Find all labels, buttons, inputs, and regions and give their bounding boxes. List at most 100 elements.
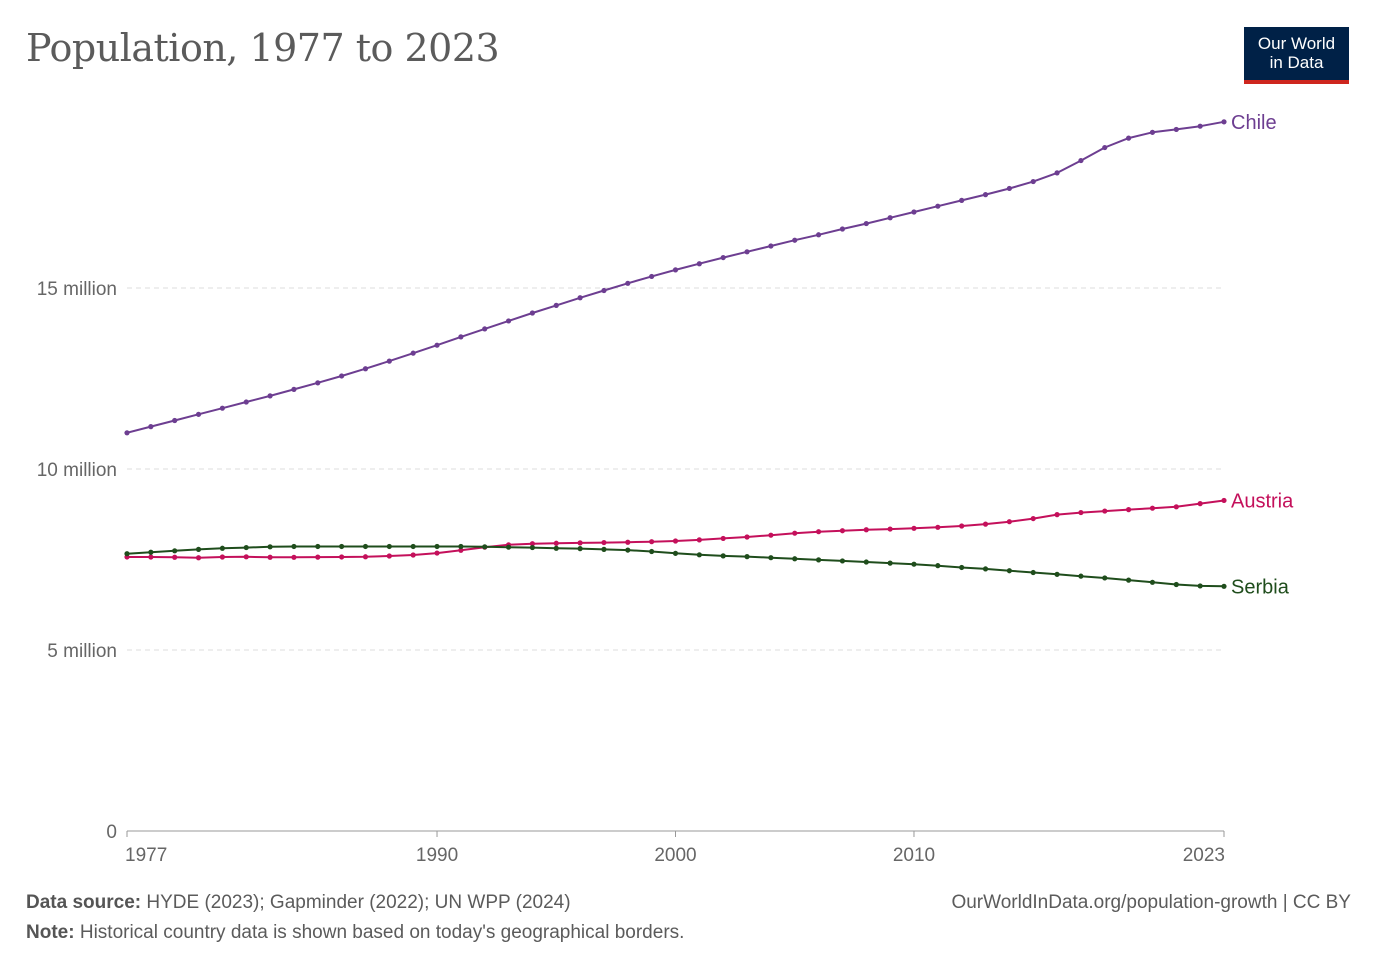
series-label-serbia[interactable]: Serbia (1231, 576, 1290, 598)
point-chile (148, 424, 154, 430)
series-austria[interactable] (124, 497, 1227, 561)
point-austria (1102, 508, 1108, 514)
note-text: Historical country data is shown based o… (79, 922, 685, 943)
point-chile (529, 310, 536, 316)
point-serbia (267, 544, 273, 550)
point-serbia (1006, 568, 1012, 574)
point-chile (744, 249, 750, 255)
point-serbia (1126, 577, 1132, 583)
point-austria (458, 547, 464, 553)
point-chile (935, 203, 941, 209)
source-url-link[interactable]: OurWorldInData.org/population-growth | C… (951, 892, 1351, 913)
point-austria (1173, 504, 1179, 510)
point-serbia (601, 546, 607, 552)
point-chile (124, 430, 130, 436)
point-serbia (339, 543, 345, 550)
data-source-label: Data source: (26, 892, 142, 913)
logo-line-1: Our World (1257, 34, 1336, 53)
owid-logo[interactable]: Our World in Data (1244, 27, 1349, 84)
y-axis-ticks: 0 5 million 10 million 15 million (37, 279, 117, 843)
point-chile (553, 302, 559, 308)
point-chile (434, 342, 440, 348)
series-chile[interactable] (124, 119, 1227, 436)
point-chile (267, 393, 273, 399)
point-serbia (744, 554, 750, 560)
point-austria (339, 554, 345, 560)
point-austria (672, 538, 679, 544)
x-axis: 1977 1990 2000 2010 2023 (125, 830, 1225, 866)
point-serbia (863, 559, 869, 565)
point-austria (1006, 519, 1012, 525)
point-austria (1149, 505, 1156, 511)
point-serbia (124, 551, 130, 557)
point-serbia (410, 543, 416, 550)
line-austria (127, 499, 1225, 559)
point-chile (1078, 157, 1084, 164)
point-austria (243, 554, 249, 560)
point-austria (959, 523, 965, 529)
logo-line-2: in Data (1269, 53, 1324, 72)
x-tick-label: 2023 (1183, 845, 1225, 866)
point-chile (1149, 129, 1156, 135)
chart-title: Population, 1977 to 2023 (26, 26, 500, 70)
point-austria (219, 554, 225, 560)
gridlines (127, 287, 1224, 651)
point-serbia (839, 558, 846, 564)
point-chile (720, 254, 726, 261)
point-chile (362, 366, 369, 372)
point-chile (696, 261, 702, 267)
point-chile (458, 334, 464, 340)
point-chile (601, 287, 607, 294)
point-serbia (1173, 581, 1179, 588)
point-chile (959, 197, 965, 203)
point-serbia (553, 545, 559, 551)
point-austria (1221, 497, 1227, 504)
point-austria (577, 540, 583, 546)
point-serbia (720, 553, 726, 559)
point-serbia (434, 543, 440, 550)
point-chile (1102, 144, 1108, 151)
point-austria (1030, 515, 1036, 522)
point-serbia (1078, 573, 1084, 579)
point-austria (267, 554, 273, 560)
point-austria (553, 540, 559, 546)
point-serbia (625, 547, 631, 553)
point-chile (1197, 123, 1203, 129)
point-chile (672, 267, 679, 273)
point-austria (362, 554, 369, 560)
series-label-austria[interactable]: Austria (1231, 490, 1294, 512)
point-austria (315, 554, 321, 560)
series-label-chile[interactable]: Chile (1231, 112, 1277, 134)
point-serbia (887, 560, 893, 566)
point-serbia (1221, 583, 1227, 589)
point-serbia (696, 552, 702, 558)
point-austria (696, 537, 702, 543)
point-austria (410, 552, 416, 558)
point-chile (625, 280, 631, 286)
point-chile (649, 273, 655, 280)
point-chile (1126, 135, 1132, 141)
point-austria (839, 528, 846, 534)
y-tick-label: 15 million (37, 279, 117, 300)
line-chile (126, 120, 1225, 434)
point-chile (243, 399, 249, 405)
series-serbia[interactable] (124, 543, 1227, 589)
point-austria (529, 541, 536, 547)
point-chile (315, 380, 321, 386)
point-serbia (768, 555, 774, 561)
point-chile (482, 326, 488, 332)
point-serbia (577, 546, 583, 552)
point-austria (434, 550, 440, 556)
point-serbia (505, 544, 512, 550)
point-serbia (172, 548, 178, 554)
point-austria (649, 539, 655, 545)
point-austria (982, 521, 989, 527)
point-chile (386, 358, 392, 364)
point-serbia (219, 545, 225, 551)
data-source: Data source: HYDE (2023); Gapminder (202… (26, 892, 571, 914)
point-chile (1006, 185, 1012, 192)
point-serbia (195, 546, 202, 552)
point-serbia (935, 563, 941, 569)
point-serbia (291, 543, 297, 550)
point-chile (1054, 170, 1060, 176)
